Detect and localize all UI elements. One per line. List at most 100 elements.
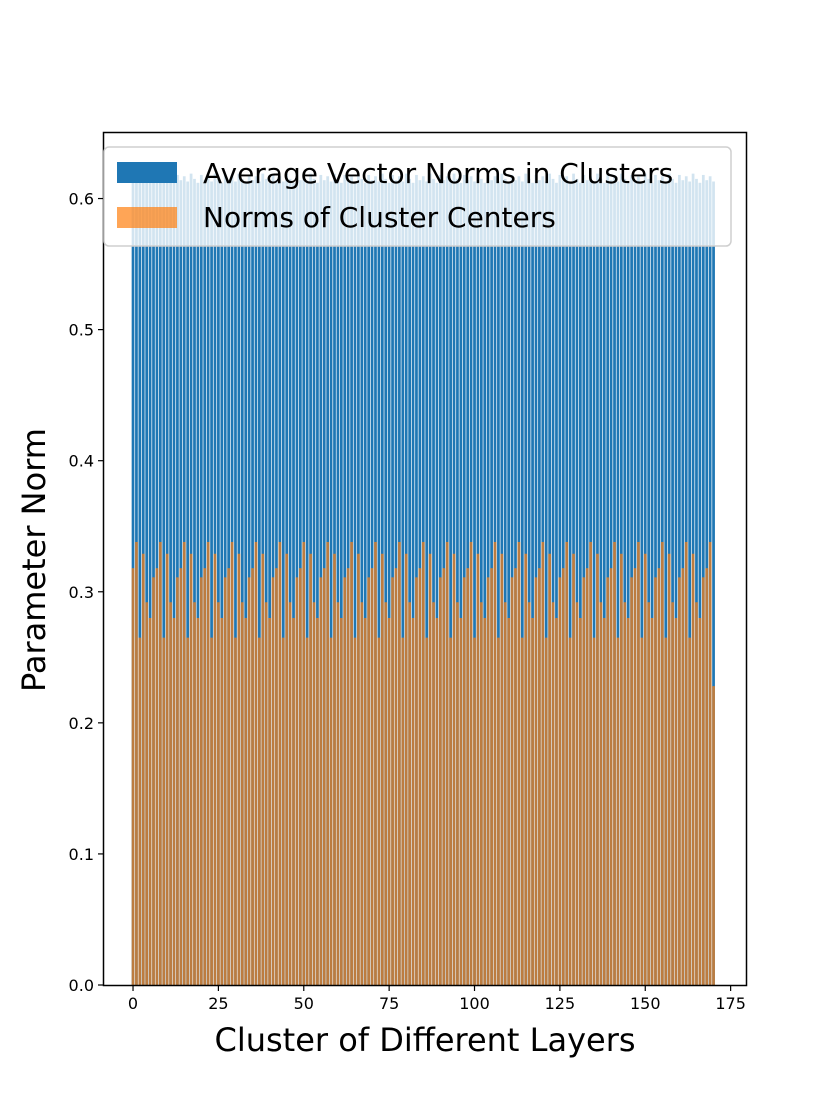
bar-series-1-cluster-108 [500,553,504,985]
bar-series-0-cluster-100 [473,181,476,985]
bar-series-0-cluster-11 [169,178,172,985]
bar-series-1-cluster-136 [596,553,599,985]
bar-series-0-cluster-4 [145,178,149,985]
bar-series-1-cluster-46 [288,602,292,985]
bar-series-1-cluster-154 [657,568,661,985]
bar-series-1-cluster-112 [514,568,517,985]
bar-series-1-cluster-73 [380,553,384,985]
bar-series-0-cluster-145 [626,182,630,986]
legend-swatch-norms-of-cluster-centers [117,207,177,228]
bar-series-1-cluster-29 [230,541,234,985]
bar-series-1-cluster-55 [319,577,323,985]
bar-series-1-cluster-70 [370,568,374,985]
y-axis-title: Parameter Norm [15,428,53,692]
bar-series-0-cluster-39 [264,178,268,985]
bar-series-0-cluster-149 [640,181,644,985]
bar-series-1-cluster-109 [503,602,507,985]
bar-series-1-cluster-76 [391,577,394,985]
bar-series-0-cluster-103 [483,182,487,986]
legend-box [103,146,732,247]
bar-series-1-cluster-82 [411,617,415,985]
bar-series-1-cluster-117 [531,617,534,985]
bar-series-1-cluster-42 [275,568,278,985]
bar-series-0-cluster-72 [377,181,381,985]
bar-series-1-cluster-78 [398,541,401,985]
bar-series-1-cluster-128 [568,637,572,985]
y-tick-label-0.1: 0.1 [69,845,94,864]
bar-series-1-cluster-135 [592,637,596,985]
plot-frame [102,131,748,987]
bar-series-1-cluster-83 [415,577,418,985]
bar-series-1-cluster-64 [350,541,353,985]
bar-series-1-cluster-65 [353,637,357,985]
bar-series-1-cluster-94 [452,553,456,985]
bar-series-0-cluster-32 [240,178,244,985]
bar-series-1-cluster-114 [520,637,524,985]
bar-series-1-cluster-98 [466,568,470,985]
bar-series-1-cluster-129 [572,553,575,985]
bar-series-1-cluster-160 [678,577,681,985]
bar-series-1-cluster-87 [428,553,432,985]
bar-series-0-cluster-18 [193,178,196,985]
bar-series-1-cluster-2 [138,637,142,985]
legend-label-norms-of-cluster-centers: Norms of Cluster Centers [203,201,556,234]
bar-series-1-cluster-167 [701,577,705,985]
bar-series-1-cluster-90 [439,577,442,985]
bar-series-1-cluster-57 [326,541,330,985]
legend-label-average-vector-norms: Average Vector Norms in Clusters [203,157,673,190]
bar-series-1-cluster-119 [538,568,541,985]
bar-series-1-cluster-131 [579,617,582,985]
bar-series-1-cluster-89 [435,617,439,985]
bar-series-0-cluster-116 [527,178,531,985]
bar-series-0-cluster-19 [196,182,200,986]
bar-series-1-cluster-68 [363,617,367,985]
x-tick-label-125: 125 [545,994,576,1013]
bar-series-1-cluster-80 [404,553,408,985]
bar-series-0-cluster-102 [479,178,483,985]
bar-series-1-cluster-50 [302,541,306,985]
bar-series-1-cluster-100 [473,637,476,985]
bar-series-0-cluster-58 [329,181,333,985]
bar-series-0-cluster-152 [650,182,654,986]
bar-series-1-cluster-25 [217,602,220,985]
bar-series-1-cluster-32 [240,602,244,985]
bar-series-1-cluster-107 [497,637,500,985]
bar-series-1-cluster-81 [408,602,411,985]
bar-series-1-cluster-162 [684,541,688,985]
bar-series-1-cluster-52 [309,553,312,985]
bar-series-0-cluster-53 [312,178,316,985]
bar-series-1-cluster-35 [251,568,254,985]
bar-series-1-cluster-127 [565,541,569,985]
bar-series-1-cluster-61 [339,617,343,985]
x-axis-title: Cluster of Different Layers [214,1021,635,1059]
bar-series-1-cluster-62 [343,577,347,985]
bar-series-1-cluster-71 [374,541,377,985]
bar-series-1-cluster-59 [333,553,336,985]
bar-series-1-cluster-16 [186,637,190,985]
x-axis: 0 25 50 75 100 125 150 175 [128,985,746,1013]
x-tick-label-50: 50 [294,994,314,1013]
bar-series-0-cluster-51 [305,181,309,985]
bar-series-0-cluster-109 [503,178,507,985]
bar-series-0-cluster-121 [544,181,548,985]
bar-series-1-cluster-44 [281,637,285,985]
bar-series-1-cluster-31 [237,553,241,985]
bar-series-1-cluster-7 [155,568,159,985]
bar-series-1-cluster-11 [169,602,172,985]
bar-series-0-cluster-74 [384,178,388,985]
bar-series-1-cluster-10 [165,553,169,985]
bar-series-1-cluster-91 [442,568,446,985]
bar-series-1-cluster-49 [298,568,302,985]
bar-series-1-cluster-33 [244,617,248,985]
bar-series-1-cluster-138 [602,617,606,985]
bar-series-0-cluster-95 [456,178,459,985]
bar-series-1-cluster-6 [152,577,155,985]
bar-series-1-cluster-123 [551,602,555,985]
bar-series-0-cluster-46 [288,178,292,985]
bar-series-1-cluster-116 [527,602,531,985]
bar-series-1-cluster-75 [387,617,391,985]
bar-series-1-cluster-121 [544,637,548,985]
bar-series-1-cluster-36 [254,541,258,985]
